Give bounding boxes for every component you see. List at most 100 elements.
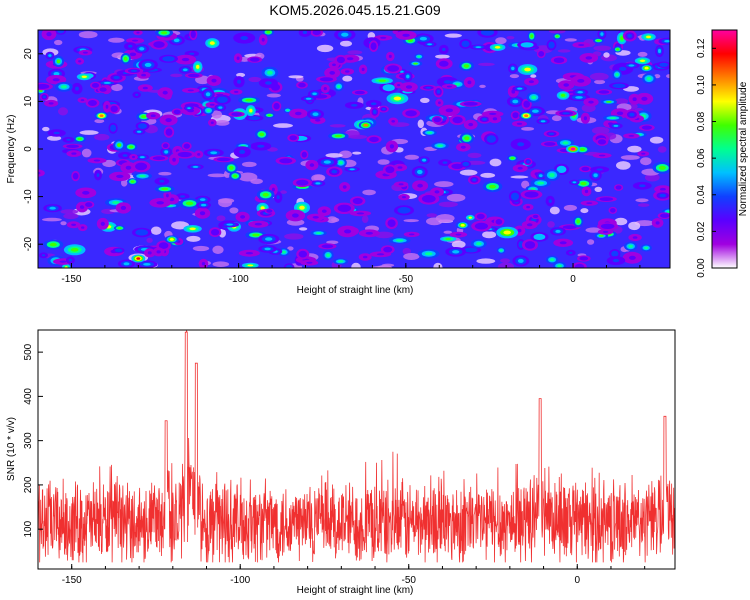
heatmap-trough xyxy=(478,62,495,66)
heatmap-cell xyxy=(467,248,475,252)
heatmap-cell xyxy=(70,247,79,252)
heatmap-cell xyxy=(395,239,404,242)
heatmap-trough xyxy=(212,245,224,254)
heatmap-cell xyxy=(302,153,306,157)
heatmap-trough xyxy=(547,221,555,228)
heatmap-cell xyxy=(139,156,145,159)
heatmap-trough xyxy=(557,49,571,53)
chart-title: KOM5.2026.045.15.21.G09 xyxy=(269,2,440,18)
heatmap-trough xyxy=(564,38,577,42)
colorbar-tick-label: 0.06 xyxy=(696,148,707,168)
heatmap-hotspot xyxy=(169,238,174,241)
heatmap-cell xyxy=(351,104,358,107)
heatmap-cell xyxy=(356,212,365,215)
heatmap-cell xyxy=(378,79,386,82)
heatmap-cell xyxy=(155,157,163,160)
heatmap-cell xyxy=(566,226,574,229)
heatmap-cell xyxy=(563,83,569,87)
heatmap-x-label: Height of straight line (km) xyxy=(297,285,414,296)
heatmap-cell xyxy=(234,90,239,93)
heatmap-cell xyxy=(562,112,570,115)
heatmap-trough xyxy=(146,237,153,243)
heatmap-cell xyxy=(82,190,90,195)
heatmap-cell xyxy=(524,102,529,107)
heatmap-cell xyxy=(572,181,577,184)
heatmap-cell xyxy=(196,64,200,69)
heatmap-cell xyxy=(577,79,585,83)
heatmap-cell xyxy=(183,68,188,72)
heatmap-cell xyxy=(312,92,317,96)
heatmap-cell xyxy=(438,101,441,105)
heatmap-cell xyxy=(488,137,494,141)
heatmap-cell xyxy=(540,120,546,123)
heatmap-trough xyxy=(587,239,595,245)
heatmap-trough xyxy=(325,153,343,158)
heatmap-trough xyxy=(627,145,642,153)
heatmap-cell xyxy=(139,174,146,178)
heatmap-cell xyxy=(530,187,536,191)
heatmap-cell xyxy=(577,91,583,94)
heatmap-cell xyxy=(442,161,448,164)
heatmap-y-label: Frequency (Hz) xyxy=(6,115,17,184)
heatmap-cell xyxy=(239,149,246,154)
heatmap-cell xyxy=(661,63,667,66)
x-tick-label: -100 xyxy=(230,575,250,586)
heatmap-cell xyxy=(616,111,624,116)
heatmap-cell xyxy=(628,135,635,137)
heatmap-cell xyxy=(655,221,660,225)
heatmap-cell xyxy=(123,262,130,266)
heatmap-cell xyxy=(527,242,533,247)
heatmap-cell xyxy=(247,264,254,267)
heatmap-trough xyxy=(438,201,458,208)
heatmap-trough xyxy=(371,265,392,268)
y-tick-label: 400 xyxy=(23,388,34,405)
heatmap-cell xyxy=(185,201,194,206)
heatmap-cell xyxy=(315,182,321,185)
heatmap-cell xyxy=(417,183,423,188)
heatmap-cell xyxy=(77,137,83,141)
heatmap-cell xyxy=(233,174,238,178)
heatmap-cell xyxy=(249,108,253,113)
colorbar: 0.00 0.02 0.04 0.06 0.08 0.10 0.12 Normalized … xyxy=(696,29,749,278)
heatmap-y-ticks: -20 -10 0 10 20 xyxy=(23,48,43,251)
heatmap-cell xyxy=(662,214,668,217)
heatmap-trough xyxy=(467,152,482,158)
heatmap-cell xyxy=(59,260,67,263)
heatmap-cell xyxy=(240,36,248,40)
heatmap-trough xyxy=(362,189,376,196)
heatmap-cell xyxy=(245,252,254,255)
heatmap-trough xyxy=(433,262,443,268)
heatmap-cell xyxy=(210,151,218,155)
heatmap-cell xyxy=(209,103,215,106)
heatmap-cell xyxy=(340,206,348,211)
heatmap-cell xyxy=(468,122,474,127)
heatmap-cell xyxy=(117,227,122,230)
heatmap-cell xyxy=(172,157,176,162)
heatmap-hotspot xyxy=(363,123,368,127)
heatmap-cell xyxy=(211,78,217,83)
heatmap-cell xyxy=(326,253,331,257)
heatmap-cell xyxy=(113,75,120,80)
heatmap-trough xyxy=(614,98,629,105)
snr-x-ticks: -150 -100 -50 0 xyxy=(37,564,646,586)
heatmap-cell xyxy=(132,155,135,159)
heatmap-trough xyxy=(216,215,226,222)
heatmap-trough xyxy=(207,173,227,178)
heatmap-cell xyxy=(150,114,156,117)
heatmap-cell xyxy=(46,31,52,37)
heatmap-cell xyxy=(639,59,646,62)
heatmap-cell xyxy=(452,250,460,254)
heatmap-cell xyxy=(619,66,627,71)
heatmap-cell xyxy=(189,52,195,55)
heatmap-trough xyxy=(402,247,411,255)
heatmap-cell xyxy=(66,138,71,141)
heatmap-trough xyxy=(342,75,353,82)
y-tick-label: 200 xyxy=(23,476,34,493)
heatmap-cell xyxy=(398,183,404,186)
heatmap-cell xyxy=(400,70,404,73)
heatmap-trough xyxy=(121,179,128,187)
heatmap-cell xyxy=(226,223,233,226)
heatmap-cell xyxy=(405,85,413,89)
heatmap-cell xyxy=(141,73,147,77)
heatmap-cell xyxy=(345,70,350,73)
